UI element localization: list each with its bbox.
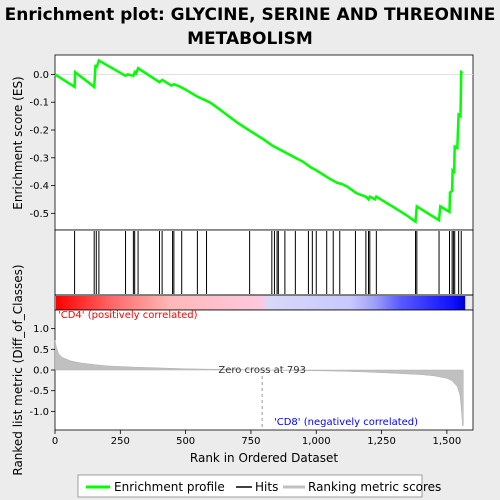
metric-y-tick-label: 0.5 — [33, 345, 49, 356]
x-axis-label: Rank in Ordered Dataset — [190, 451, 338, 465]
es-y-tick-label: -0.2 — [29, 126, 49, 137]
metric-y-tick-label: 1.0 — [33, 324, 49, 335]
chart-title-line1: Enrichment plot: GLYCINE, SERINE AND THR… — [5, 5, 496, 25]
x-tick-label: 1,500 — [433, 436, 462, 447]
metric-y-tick-label: -1.0 — [29, 407, 49, 418]
legend-hits-label: Hits — [255, 480, 278, 494]
positive-correlation-label: 'CD4' (positively correlated) — [58, 310, 198, 321]
es-plot-area — [55, 55, 473, 230]
x-tick-label: 0 — [52, 436, 58, 447]
es-y-tick-label: -0.3 — [29, 153, 49, 164]
hits-area — [55, 230, 473, 295]
es-y-tick-label: 0.0 — [33, 70, 49, 81]
es-y-tick-label: -0.4 — [29, 181, 49, 192]
x-tick-label: 1,000 — [302, 436, 331, 447]
es-y-axis-label: Enrichment score (ES) — [11, 76, 25, 209]
x-tick-label: 750 — [241, 436, 260, 447]
x-tick-label: 250 — [111, 436, 130, 447]
x-tick-label: 500 — [176, 436, 195, 447]
es-y-tick-label: -0.5 — [29, 209, 49, 220]
es-y-tick-label: -0.1 — [29, 98, 49, 109]
legend: Enrichment profile Hits Ranking metric s… — [78, 475, 441, 497]
legend-enrichment-label: Enrichment profile — [114, 480, 225, 494]
enrichment-score-panel: 0.0 -0.1 -0.2 -0.3 -0.4 -0.5 Enrichment score… — [11, 55, 473, 230]
negative-correlation-label: 'CD8' (negatively correlated) — [274, 417, 418, 428]
rank-color-bar — [56, 296, 465, 310]
hits-panel — [55, 230, 473, 295]
chart-title-line2: METABOLISM — [187, 29, 313, 49]
zero-cross-label: Zero cross at 793 — [218, 365, 306, 376]
metric-y-tick-label: 0.0 — [33, 366, 49, 377]
metric-y-axis-label: Ranked list metric (Diff_of_Classes) — [11, 264, 25, 475]
x-tick-label: 1,250 — [367, 436, 396, 447]
metric-y-tick-label: -0.5 — [29, 386, 49, 397]
legend-ranking-label: Ranking metric scores — [308, 480, 441, 494]
